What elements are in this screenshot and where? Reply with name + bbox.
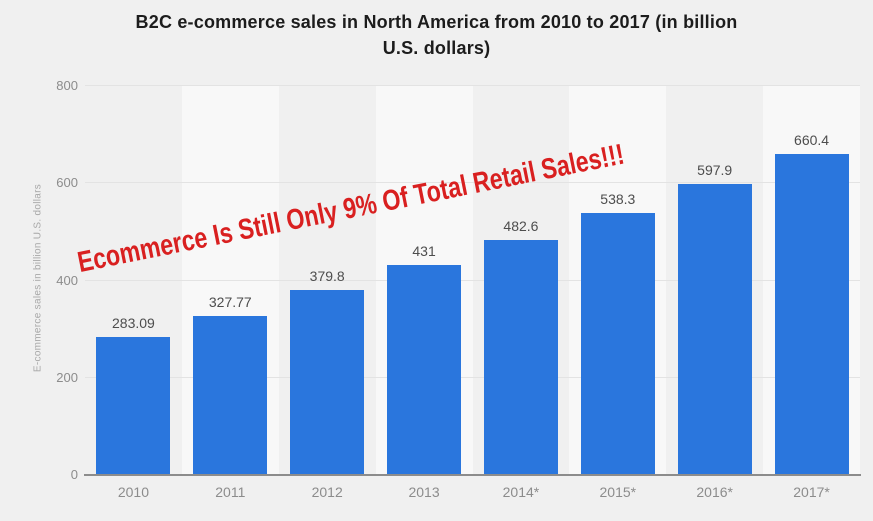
y-tick-label: 0 [70,467,78,482]
x-tick-label: 2010 [117,484,150,500]
chart-title: B2C e-commerce sales in North America fr… [0,9,873,61]
y-tick-label: 800 [56,78,78,93]
bar-value-label: 283.09 [112,315,155,332]
bar-value-label: 660.4 [794,131,830,148]
x-tick-label: 2016* [696,484,733,500]
x-tick-label: 2015* [599,484,637,500]
x-tick-label: 2013 [408,484,440,500]
y-tick-label: 400 [56,272,78,288]
gridline [85,376,860,378]
bar [96,337,171,475]
x-tick-label: 2012 [311,484,343,500]
bar [677,184,752,475]
y-tick-label: 600 [56,175,78,191]
bar [483,240,558,475]
x-axis-line [84,474,861,476]
bar [193,315,268,475]
gridline [85,279,860,281]
gridline [85,85,860,86]
bar [387,265,462,475]
bar-value-label: 327.77 [208,293,252,310]
bar [290,290,365,475]
x-tick-label: 2011 [215,484,246,500]
bar [774,153,849,475]
gridline [85,182,860,184]
bar-value-label: 431 [412,243,436,260]
x-tick-label: 2017* [793,484,830,500]
x-tick-label: 2014* [502,484,540,500]
bar [580,213,655,475]
bar-value-label: 482.6 [503,218,539,235]
chart-title-line-1: B2C e-commerce sales in North America fr… [135,12,738,32]
bar-value-label: 379.8 [309,268,345,285]
bar-value-label: 538.3 [600,191,636,208]
y-tick-label: 200 [56,369,78,385]
chart-title-line-2: U.S. dollars) [382,38,491,58]
plot-area [84,85,861,476]
bar-value-label: 597.9 [697,162,733,179]
